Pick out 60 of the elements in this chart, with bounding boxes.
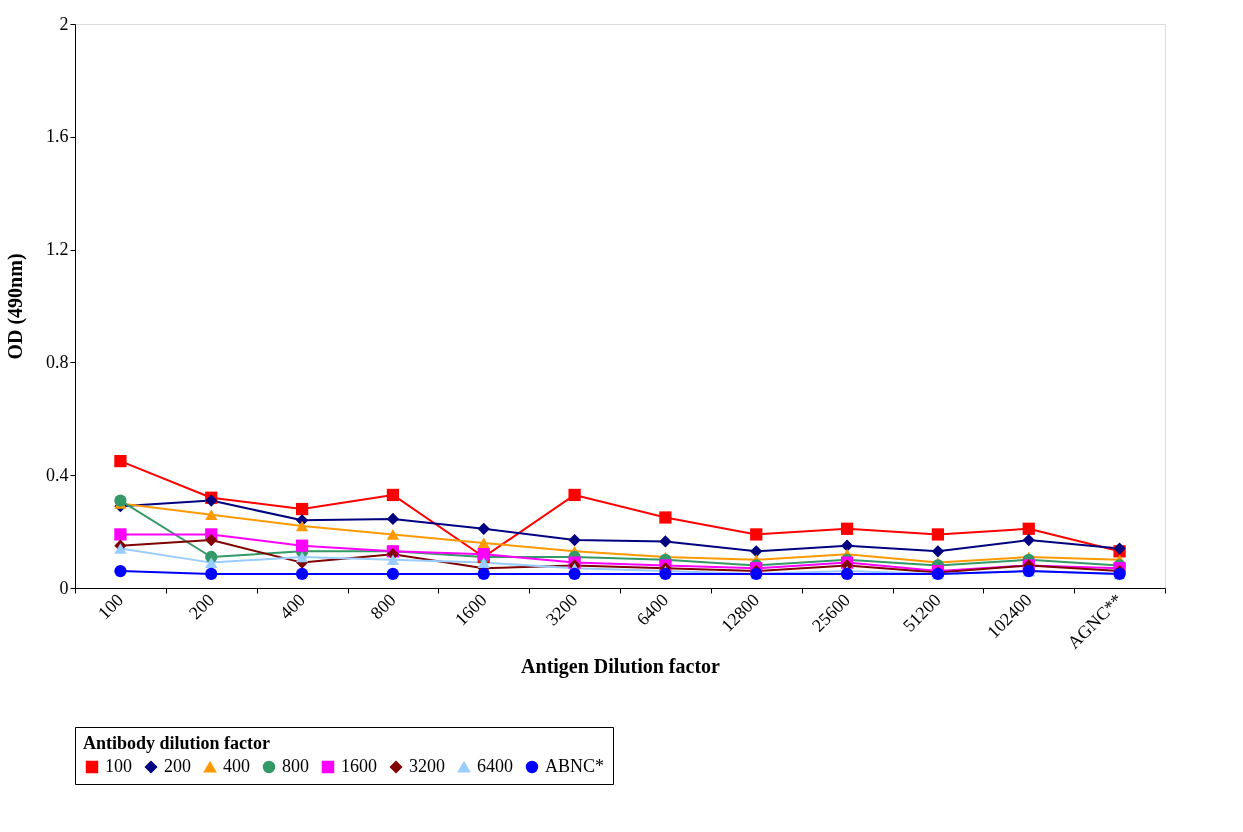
point xyxy=(114,494,127,507)
y-tick-label: 0.4 xyxy=(46,464,69,485)
point xyxy=(386,512,400,526)
point xyxy=(295,520,309,532)
point xyxy=(659,567,672,581)
legend-label: 6400 xyxy=(477,756,513,776)
x-tick-label: 100 xyxy=(94,589,128,623)
y-tick-label: 1.2 xyxy=(46,239,69,260)
legend-label: 800 xyxy=(282,756,309,776)
point xyxy=(840,522,854,535)
point xyxy=(568,567,581,581)
legend-label: 100 xyxy=(105,756,132,776)
x-tick-label: 200 xyxy=(184,589,219,623)
point xyxy=(205,533,218,547)
point xyxy=(840,567,854,581)
x-axis-title: Antigen Dilution factor xyxy=(521,654,721,678)
point xyxy=(477,567,490,581)
legend-label: 1600 xyxy=(341,756,377,776)
point xyxy=(295,551,309,563)
point xyxy=(1022,533,1035,547)
x-tick-label: 6400 xyxy=(632,589,673,630)
legend-label: ABNC* xyxy=(545,756,605,776)
point xyxy=(386,567,400,581)
point xyxy=(568,533,581,547)
point xyxy=(205,557,218,568)
point xyxy=(931,528,945,541)
point xyxy=(659,535,672,548)
point xyxy=(114,528,127,541)
point xyxy=(750,545,763,558)
legend-label: 3200 xyxy=(409,756,445,776)
legend-title: Antibody dilution factor xyxy=(83,733,271,753)
point xyxy=(477,522,490,535)
x-tick-label: 400 xyxy=(275,589,309,623)
point xyxy=(114,543,127,554)
point xyxy=(750,528,763,541)
point xyxy=(205,567,218,581)
point xyxy=(477,557,490,568)
point xyxy=(114,564,127,578)
point xyxy=(386,554,400,566)
point xyxy=(386,529,400,540)
point xyxy=(840,539,854,552)
point xyxy=(205,509,218,520)
point xyxy=(568,488,581,502)
point xyxy=(295,539,309,552)
point xyxy=(386,488,400,502)
y-tick-label: 0.8 xyxy=(46,351,69,372)
legend-label: 400 xyxy=(223,756,250,776)
y-tick-label: 0 xyxy=(59,577,69,598)
point xyxy=(477,537,490,549)
point xyxy=(931,545,945,558)
point xyxy=(295,567,309,581)
point xyxy=(1022,522,1035,535)
x-tick-label: 800 xyxy=(366,589,400,623)
point xyxy=(114,454,127,468)
legend-label: 200 xyxy=(164,756,191,776)
y-axis-title: OD (490nm) xyxy=(4,253,27,360)
point xyxy=(659,511,672,524)
y-tick-label: 1.6 xyxy=(46,126,69,147)
y-tick-label: 2 xyxy=(59,13,69,34)
point xyxy=(295,502,309,516)
